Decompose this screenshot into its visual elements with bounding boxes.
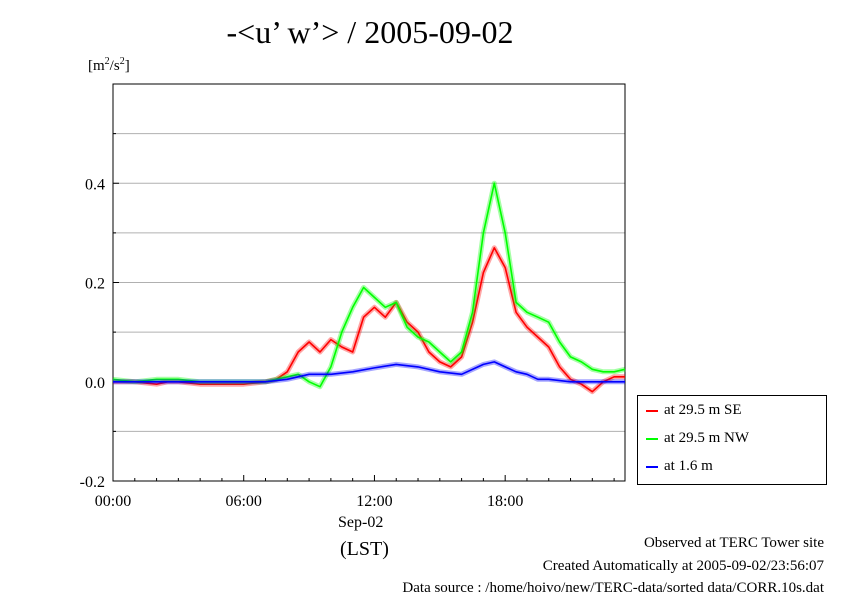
legend-label-se: at 29.5 m SE: [664, 402, 742, 418]
legend: at 29.5 m SE at 29.5 m NW at 1.6 m: [637, 395, 827, 485]
x-axis-timezone-label: (LST): [340, 538, 389, 560]
footer-observed: Observed at TERC Tower site: [643, 535, 824, 551]
legend-item-nw: at 29.5 m NW: [646, 430, 749, 447]
series-band-1: [112, 180, 626, 390]
legend-item-1-6m: at 1.6 m: [646, 458, 713, 475]
series-line-2: [113, 361, 625, 383]
y-axis-unit: [m2/s2]: [88, 56, 130, 74]
legend-label-nw: at 29.5 m NW: [664, 430, 749, 446]
x-tick-label: 00:00: [95, 493, 131, 510]
footer-source: Data source : /home/hoivo/new/TERC-data/…: [402, 580, 824, 596]
x-axis-date-label: Sep-02: [338, 514, 384, 531]
series-line-1: [112, 182, 626, 388]
legend-swatch-1-6m: [646, 465, 658, 468]
y-tick-label: 0.4: [85, 176, 105, 193]
x-tick-label: 18:00: [487, 493, 523, 510]
legend-item-se: at 29.5 m SE: [646, 402, 742, 419]
series-line-0: [113, 247, 625, 393]
legend-swatch-se: [646, 409, 658, 412]
x-tick-label: 12:00: [356, 493, 392, 510]
x-tick-label: 06:00: [225, 493, 261, 510]
y-tick-label: 0.0: [85, 375, 105, 392]
chart-title: -<u’ w’> / 2005-09-02: [226, 14, 514, 50]
y-tick-label: -0.2: [80, 474, 105, 491]
legend-swatch-nw: [646, 437, 658, 440]
footer-created: Created Automatically at 2005-09-02/23:5…: [542, 558, 824, 574]
y-tick-label: 0.2: [85, 276, 105, 293]
legend-label-1-6m: at 1.6 m: [664, 458, 713, 474]
